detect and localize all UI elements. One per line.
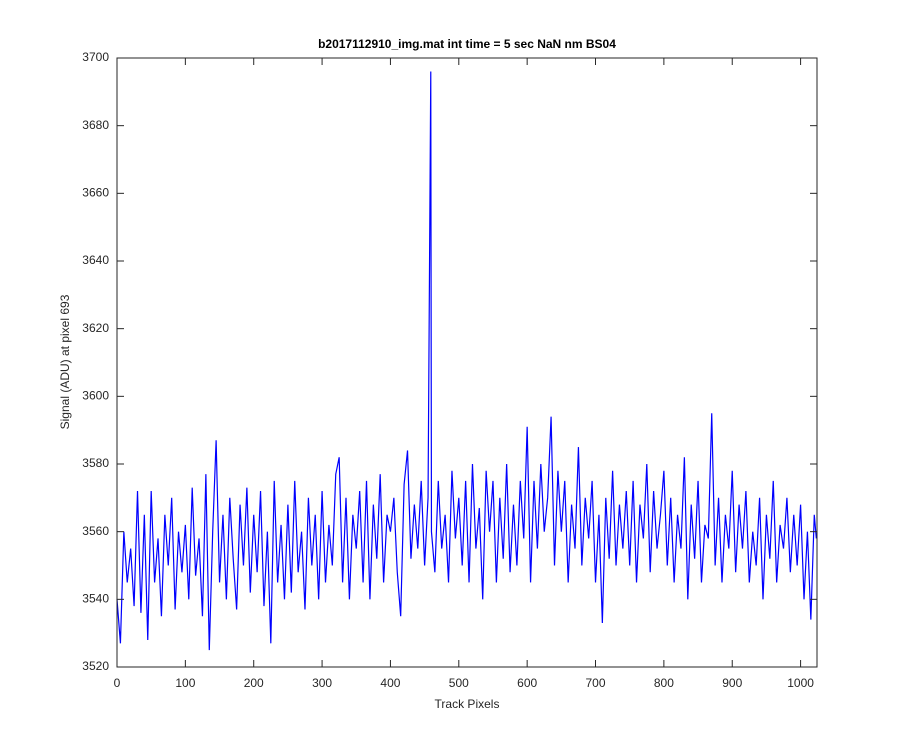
x-tick-label: 500 bbox=[449, 676, 469, 690]
x-tick-label: 900 bbox=[722, 676, 742, 690]
y-tick-label: 3660 bbox=[82, 186, 109, 200]
x-tick-label: 400 bbox=[380, 676, 400, 690]
chart-title: b2017112910_img.mat int time = 5 sec NaN… bbox=[318, 37, 616, 51]
y-tick-label: 3520 bbox=[82, 659, 109, 673]
x-tick-label: 0 bbox=[114, 676, 121, 690]
y-tick-label: 3680 bbox=[82, 118, 109, 132]
x-tick-label: 800 bbox=[654, 676, 674, 690]
x-tick-label: 1000 bbox=[787, 676, 814, 690]
x-axis-label: Track Pixels bbox=[435, 697, 500, 711]
y-tick-label: 3580 bbox=[82, 456, 109, 470]
x-tick-label: 200 bbox=[244, 676, 264, 690]
x-tick-label: 700 bbox=[586, 676, 606, 690]
y-tick-label: 3560 bbox=[82, 524, 109, 538]
y-axis-label: Signal (ADU) at pixel 693 bbox=[58, 294, 72, 429]
y-tick-label: 3540 bbox=[82, 592, 109, 606]
y-tick-label: 3700 bbox=[82, 50, 109, 64]
x-tick-label: 100 bbox=[175, 676, 195, 690]
data-line bbox=[116, 71, 817, 651]
y-tick-label: 3640 bbox=[82, 253, 109, 267]
x-tick-label: 300 bbox=[312, 676, 332, 690]
y-tick-label: 3600 bbox=[82, 389, 109, 403]
axes-box bbox=[116, 57, 818, 668]
x-tick-label: 600 bbox=[517, 676, 537, 690]
y-tick-label: 3620 bbox=[82, 321, 109, 335]
